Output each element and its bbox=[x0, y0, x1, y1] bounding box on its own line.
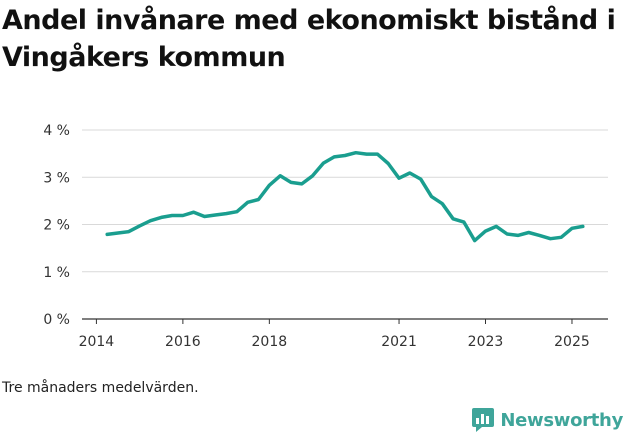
chart-svg: 0 % 1 % 2 % 3 % 4 % 2014 2016 2018 2021 2023 2025 bbox=[43, 123, 608, 350]
x-tick-label: 2023 bbox=[468, 334, 504, 350]
y-tick-label: 4 % bbox=[43, 123, 70, 139]
y-tick-label: 3 % bbox=[43, 170, 70, 186]
series-line bbox=[105, 150, 585, 243]
chart-title: Andel invånare med ekonomiskt bistånd i … bbox=[2, 5, 616, 73]
x-tick-label: 2014 bbox=[79, 334, 115, 350]
x-tick-label: 2016 bbox=[165, 334, 201, 350]
newsworthy-logo-icon bbox=[472, 408, 495, 432]
x-tick-label: 2021 bbox=[381, 334, 417, 350]
chart-footnote: Tre månaders medelvärden. bbox=[2, 380, 199, 396]
brand-name: Newsworthy bbox=[500, 409, 623, 431]
y-tick-label: 0 % bbox=[43, 312, 70, 328]
line-chart: 0 % 1 % 2 % 3 % 4 % 2014 2016 2018 2021 2023 2025 bbox=[0, 110, 631, 360]
x-tick-label: 2025 bbox=[554, 334, 590, 350]
brand: Newsworthy bbox=[472, 408, 623, 432]
x-tick-label: 2018 bbox=[252, 334, 288, 350]
y-tick-label: 2 % bbox=[43, 218, 70, 234]
y-tick-label: 1 % bbox=[43, 265, 70, 281]
